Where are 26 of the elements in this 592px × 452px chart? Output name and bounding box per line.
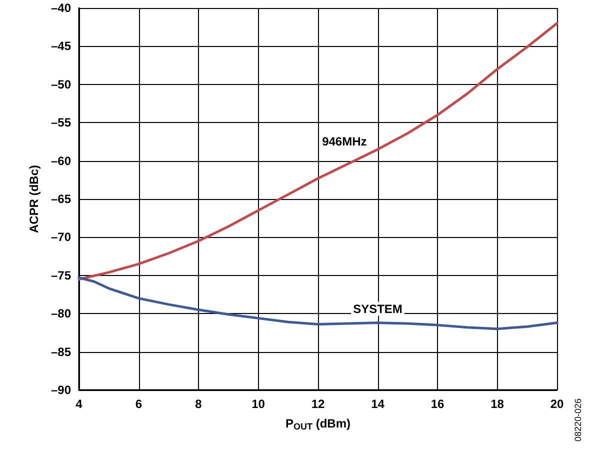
x-tick-label: 10 [252,397,266,411]
y-tick-label: –50 [50,77,72,92]
y-tick-label: –40 [50,1,72,15]
line-series [78,22,558,280]
x-tick-label: 4 [76,397,83,411]
y-tick-label: –80 [50,306,72,321]
y-tick-label: –85 [50,344,72,359]
x-tick-label: 20 [550,397,564,411]
y-tick-label: –60 [50,154,72,168]
series-label: SYSTEM [353,302,402,316]
y-tick-label: –65 [50,192,72,206]
y-tick-label: –45 [50,39,72,54]
series-label: 946MHz [322,134,367,148]
y-tick-label: –55 [50,116,72,130]
line-series [78,276,558,330]
x-tick-label: 18 [490,397,504,411]
y-tick-label: –90 [50,383,72,397]
x-tick-label: 14 [371,397,385,411]
y-tick-label: –70 [50,230,72,244]
x-tick-label: 8 [195,397,202,411]
x-tick-label: 12 [311,397,325,411]
y-tick-label: –75 [50,268,72,282]
x-tick-label: 6 [135,397,142,411]
x-tick-label: 16 [430,397,444,411]
text: 08220-026 [573,398,583,442]
y-axis-title: ACPR (dBc) [27,165,42,233]
